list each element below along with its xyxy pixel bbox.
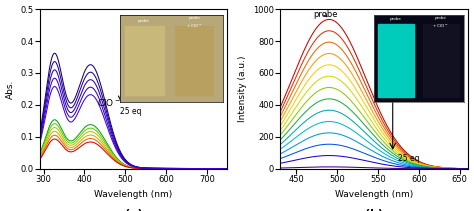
X-axis label: Wavelength (nm): Wavelength (nm) (335, 190, 413, 199)
Text: 0 eq: 0 eq (399, 56, 415, 65)
Text: ClO$^-$: ClO$^-$ (97, 97, 120, 108)
Text: ClO$^-$: ClO$^-$ (374, 88, 398, 99)
Text: probe: probe (313, 10, 337, 19)
Text: 25 eq: 25 eq (399, 154, 420, 163)
Text: 25 eq: 25 eq (120, 107, 142, 116)
Text: (a): (a) (125, 209, 142, 211)
Text: (b): (b) (365, 209, 383, 211)
Y-axis label: Intensity (a.u.): Intensity (a.u.) (238, 56, 247, 122)
X-axis label: Wavelength (nm): Wavelength (nm) (94, 190, 173, 199)
Y-axis label: Abs.: Abs. (6, 79, 15, 99)
Text: 0 eq: 0 eq (120, 61, 137, 70)
